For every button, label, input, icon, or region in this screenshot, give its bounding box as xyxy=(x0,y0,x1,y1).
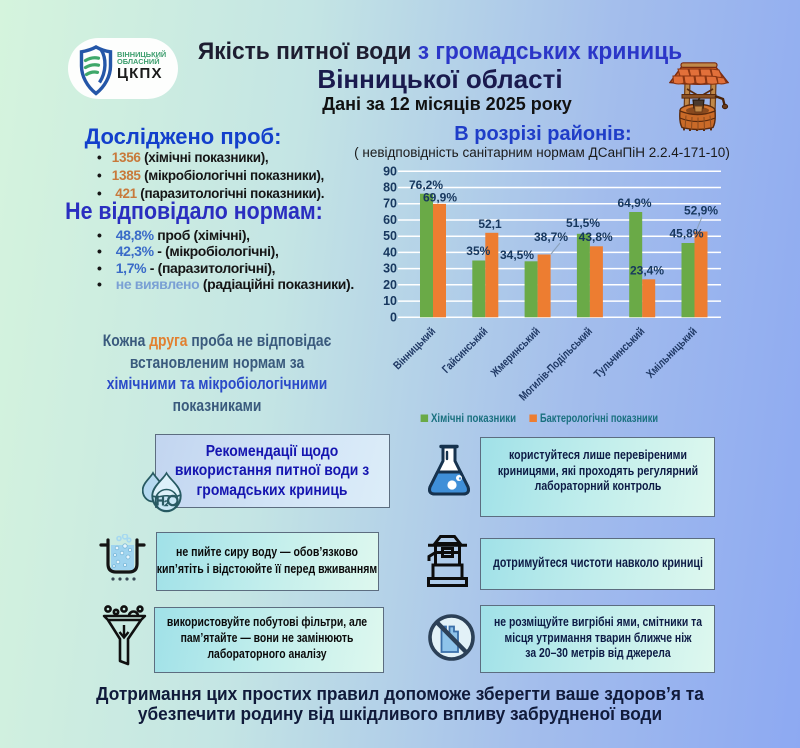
svg-text:10: 10 xyxy=(383,294,397,308)
svg-text:Жмеринський: Жмеринський xyxy=(488,326,542,380)
svg-text:Хмільницький: Хмільницький xyxy=(644,326,699,381)
svg-text:64,9%: 64,9% xyxy=(617,196,651,210)
svg-text:20: 20 xyxy=(383,278,397,292)
svg-text:76,2%: 76,2% xyxy=(409,178,443,192)
svg-text:43,8%: 43,8% xyxy=(579,230,613,244)
svg-text:Вінницький: Вінницький xyxy=(391,326,438,373)
svg-text:35%: 35% xyxy=(466,244,490,258)
svg-text:80: 80 xyxy=(383,181,397,195)
svg-text:23,4%: 23,4% xyxy=(630,264,664,278)
svg-text:Бактерологічні показники: Бактерологічні показники xyxy=(540,413,658,425)
svg-text:60: 60 xyxy=(383,213,397,227)
svg-text:69,9%: 69,9% xyxy=(423,191,457,205)
svg-text:34,5%: 34,5% xyxy=(500,248,534,262)
svg-text:90: 90 xyxy=(383,164,397,178)
svg-text:70: 70 xyxy=(383,197,397,211)
svg-text:0: 0 xyxy=(390,310,397,324)
svg-text:52,9%: 52,9% xyxy=(684,204,718,218)
svg-text:45,8%: 45,8% xyxy=(669,227,703,241)
svg-text:30: 30 xyxy=(383,262,397,276)
svg-text:Гайсинський: Гайсинський xyxy=(440,326,490,376)
svg-text:Тульчинський: Тульчинський xyxy=(592,326,647,381)
svg-text:38,7%: 38,7% xyxy=(534,230,568,244)
svg-text:51,5%: 51,5% xyxy=(566,216,600,230)
svg-text:Хімічні показники: Хімічні показники xyxy=(431,413,516,425)
svg-text:52,1: 52,1 xyxy=(478,217,502,231)
svg-text:50: 50 xyxy=(383,229,397,243)
svg-text:40: 40 xyxy=(383,245,397,259)
